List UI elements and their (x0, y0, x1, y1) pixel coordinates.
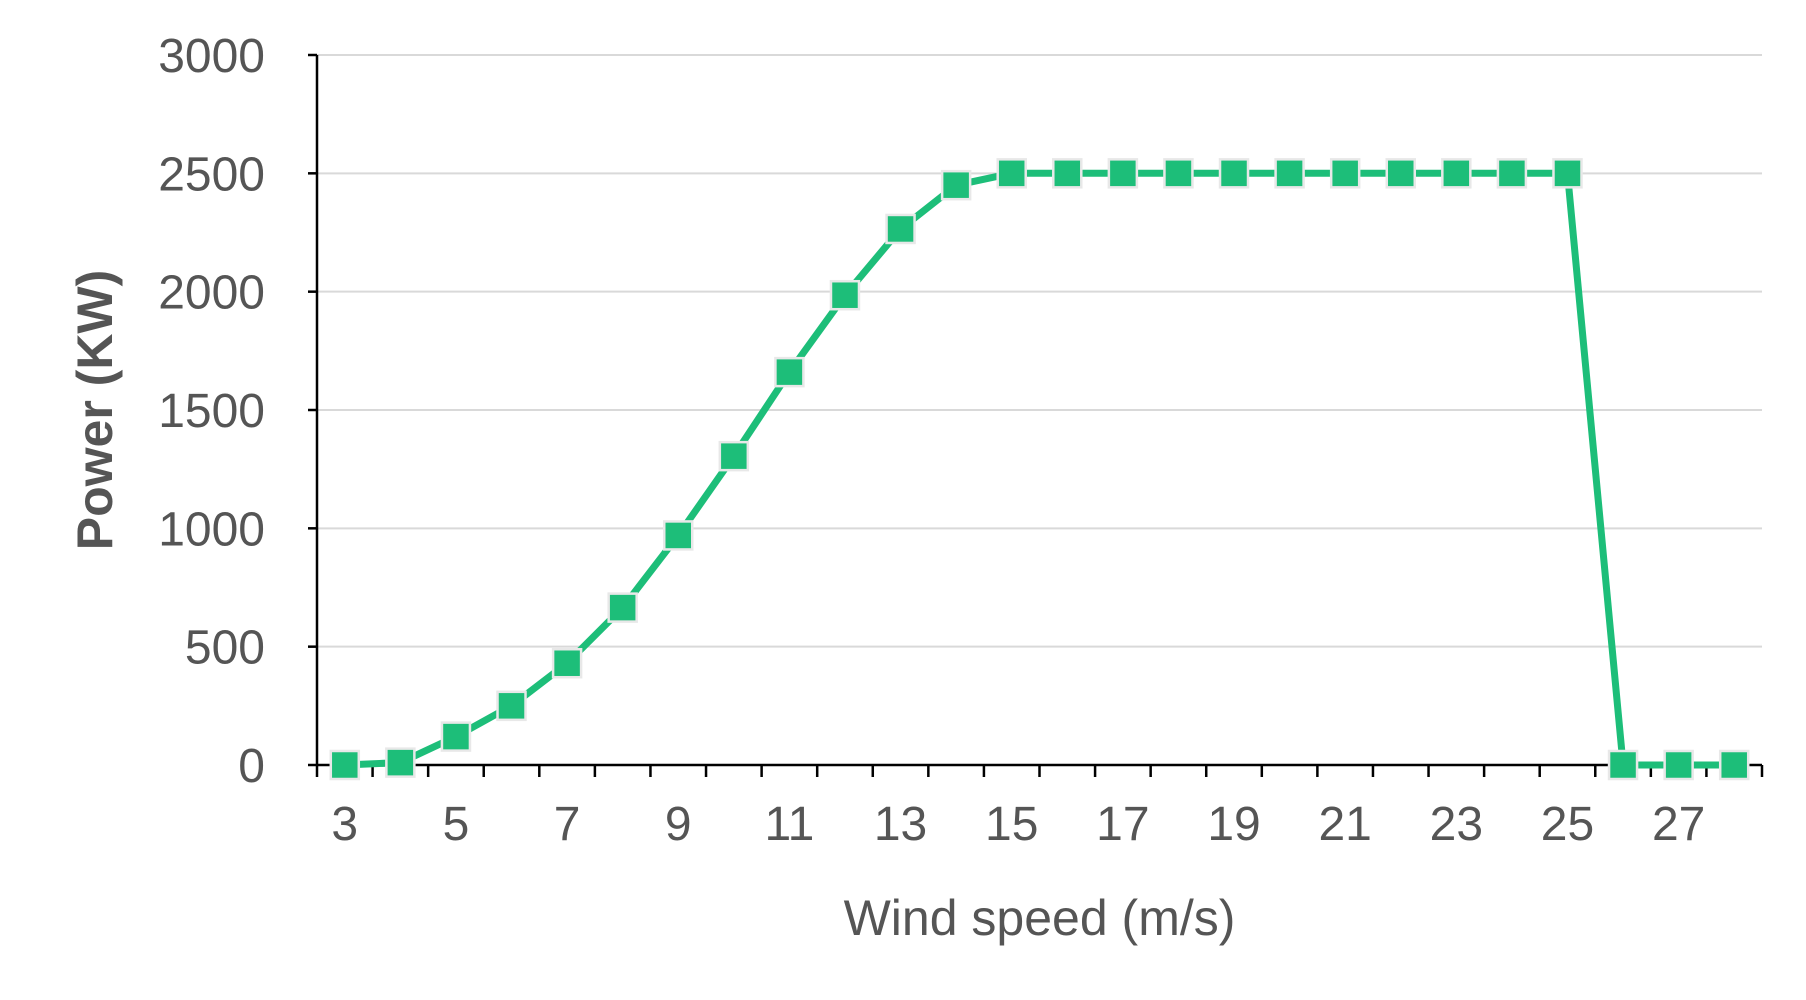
data-point (1052, 158, 1083, 189)
tick-labels: 0 500 1000 1500 2000 2500 3000 3 5 7 9 11 13 15 17 19 21… (158, 30, 1705, 851)
data-point (329, 749, 361, 781)
gridlines (317, 54, 1762, 648)
axes (308, 53, 1764, 777)
data-point (774, 356, 805, 388)
data-point (1441, 158, 1472, 189)
data-point (1218, 158, 1250, 189)
y-tick-label: 1000 (158, 503, 265, 556)
x-tick-label: 5 (443, 798, 470, 851)
data-point (829, 279, 861, 311)
data-point (1385, 158, 1416, 189)
x-tick-label: 17 (1096, 798, 1149, 851)
series-power (329, 158, 1750, 781)
x-tick-label: 7 (554, 798, 581, 851)
data-point (1607, 749, 1639, 781)
data-point (663, 520, 694, 551)
data-point (885, 213, 916, 245)
data-point (607, 592, 638, 623)
x-tick-label: 23 (1430, 798, 1483, 851)
data-point (385, 747, 416, 778)
y-tick-label: 2000 (158, 267, 265, 320)
data-point (1663, 749, 1694, 781)
data-point (551, 647, 583, 679)
data-point (1496, 158, 1528, 189)
data-point (996, 158, 1027, 189)
data-point (1163, 158, 1194, 189)
x-tick-label: 3 (331, 798, 358, 851)
x-tick-label: 27 (1652, 798, 1705, 851)
y-tick-label: 2500 (158, 148, 265, 201)
x-tick-label: 21 (1318, 798, 1371, 851)
data-point (940, 169, 972, 201)
data-point (718, 440, 750, 472)
data-point (1329, 158, 1361, 189)
data-point (1718, 749, 1750, 781)
data-point (440, 721, 472, 752)
y-axis-title: Power (KW) (67, 270, 123, 551)
x-tick-label: 19 (1207, 798, 1260, 851)
y-tick-label: 500 (185, 622, 265, 675)
x-tick-label: 13 (874, 798, 927, 851)
x-tick-label: 11 (764, 798, 814, 851)
x-tick-label: 15 (985, 798, 1038, 851)
y-tick-label: 1500 (158, 385, 265, 438)
x-tick-label: 9 (665, 798, 692, 851)
data-point (496, 690, 527, 722)
data-point (1552, 158, 1583, 189)
x-tick-label: 25 (1541, 798, 1594, 851)
y-tick-label: 0 (238, 740, 265, 793)
data-point (1274, 158, 1305, 189)
x-axis-title: Wind speed (m/s) (844, 890, 1236, 946)
y-tick-label: 3000 (158, 30, 265, 83)
data-point (1107, 158, 1139, 189)
